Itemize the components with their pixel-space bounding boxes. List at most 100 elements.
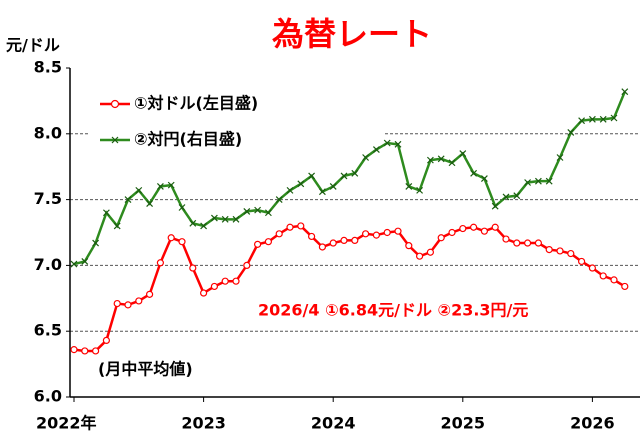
note: (月中平均値) (98, 360, 193, 379)
point (254, 206, 262, 214)
point (318, 243, 326, 251)
point (621, 88, 629, 96)
point (480, 175, 488, 182)
y-tick-label: 8.5 (34, 58, 62, 77)
point (448, 228, 456, 237)
point (286, 223, 294, 231)
point (534, 239, 543, 247)
point (351, 236, 359, 244)
point (523, 239, 532, 247)
point (416, 252, 424, 260)
y-axis-label: 元/ドル (6, 36, 60, 55)
x-tick-label: 2024 (311, 414, 356, 433)
point (588, 264, 597, 272)
point (621, 282, 629, 291)
point (264, 238, 272, 246)
legend-box (90, 88, 385, 158)
point (232, 215, 240, 223)
x-tick-label: 2025 (441, 414, 486, 433)
point (200, 289, 208, 297)
point (470, 169, 478, 177)
point (135, 297, 143, 305)
point (502, 235, 510, 243)
point (329, 183, 337, 190)
point (124, 301, 132, 309)
point (275, 196, 283, 204)
point (416, 186, 424, 194)
point (578, 117, 586, 125)
point (426, 248, 434, 256)
point (254, 240, 262, 248)
y-tick-label: 6.0 (34, 387, 62, 406)
point (102, 209, 110, 217)
point (599, 115, 607, 123)
x-tick-label: 2023 (181, 414, 226, 433)
point (513, 239, 521, 247)
point (286, 186, 294, 194)
point (437, 155, 445, 163)
y-tick-label: 7.0 (34, 255, 62, 274)
point (308, 232, 316, 241)
point (491, 202, 499, 210)
legend-label: ①対ドル(左目盛) (134, 94, 258, 113)
point (91, 347, 100, 355)
point (405, 242, 413, 250)
point (448, 159, 456, 167)
point (470, 223, 478, 231)
point (156, 183, 164, 190)
point (81, 258, 89, 265)
point (459, 150, 467, 157)
point (524, 179, 532, 186)
point (437, 234, 445, 242)
point (599, 272, 607, 280)
point (178, 238, 186, 246)
point (567, 249, 575, 258)
point (210, 282, 218, 291)
point (189, 219, 197, 227)
point (135, 186, 143, 194)
chart-title: 為替レート (272, 15, 432, 53)
point (491, 223, 499, 231)
point (340, 172, 348, 180)
point (383, 228, 391, 237)
point (545, 177, 553, 185)
point (351, 169, 359, 177)
point (70, 260, 78, 268)
point (556, 154, 564, 161)
point (102, 336, 111, 345)
y-tick-label: 8.0 (34, 123, 62, 142)
legend-marker (111, 136, 119, 144)
point (556, 247, 564, 255)
point (264, 209, 272, 217)
point (178, 204, 186, 211)
point (146, 200, 154, 207)
x-tick-label: 2022年 (36, 414, 97, 433)
point (545, 246, 553, 254)
point (459, 224, 467, 233)
point (92, 239, 100, 247)
point (200, 222, 208, 230)
point (167, 234, 175, 242)
point (232, 277, 240, 285)
point (275, 230, 283, 238)
point (318, 188, 326, 196)
point (329, 239, 337, 247)
point (340, 236, 348, 244)
series-line (73, 91, 626, 266)
point (297, 180, 305, 188)
series-line (73, 224, 626, 353)
point (221, 215, 229, 223)
point (372, 231, 380, 239)
point (81, 347, 89, 355)
point (513, 192, 521, 200)
point (113, 299, 121, 308)
y-tick-label: 7.5 (34, 189, 62, 208)
point (243, 208, 251, 215)
point (534, 177, 542, 185)
legend-label: ②対円(右目盛) (134, 130, 242, 149)
point (243, 261, 251, 269)
point (426, 156, 434, 164)
point (362, 154, 370, 161)
point (383, 139, 391, 147)
